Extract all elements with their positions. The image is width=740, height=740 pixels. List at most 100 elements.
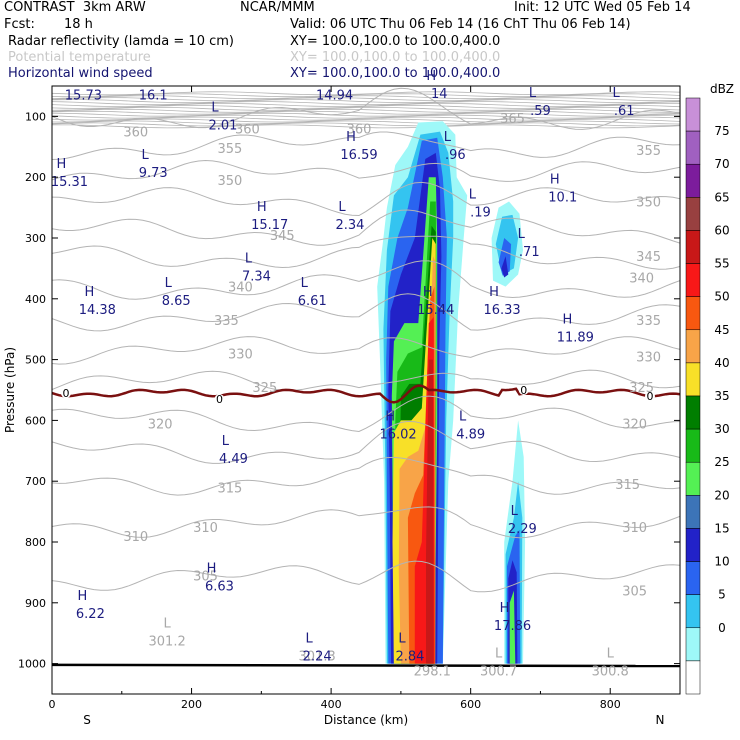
wind-extremum-value: 16.33 [483, 303, 520, 318]
wind-extremum-type: H [562, 312, 572, 327]
colorbar-swatch [685, 561, 701, 595]
wind-extremum-value: .71 [519, 245, 540, 260]
theta-band-line [51, 97, 681, 101]
wind-extremum-value: 14.94 [316, 88, 353, 103]
theta-extremum-value: 301.2 [149, 634, 186, 649]
wind-extremum-value: 14.38 [79, 303, 116, 318]
colorbar-level: 55 [714, 257, 729, 271]
wind-extremum-type: L [511, 504, 519, 519]
theta-label: 340 [228, 281, 253, 296]
wind-extremum-type: L [338, 200, 346, 215]
wind-extremum-value: 9.73 [139, 166, 168, 181]
theta-contour-line [52, 209, 680, 246]
theta-contour-line [52, 395, 680, 433]
theta-band-line [51, 103, 681, 107]
theta-extremum-type: L [495, 647, 503, 662]
field-wind-xy: XY= 100.0,100.0 to 100.0,400.0 [290, 66, 501, 81]
theta-label: 325 [252, 381, 277, 396]
wind-extremum-type: H [257, 200, 267, 215]
theta-band-line [51, 104, 681, 109]
theta-label: 350 [218, 174, 243, 189]
freezing-label: 0 [646, 390, 653, 403]
wind-extremum-type: L [613, 86, 621, 101]
wind-extremum-value: 8.65 [162, 294, 191, 309]
theta-label: 345 [270, 229, 295, 244]
colorbar-level: 35 [714, 389, 729, 403]
colorbar-swatch [685, 163, 701, 198]
theta-label: 330 [228, 348, 253, 363]
colorbar-swatch [685, 329, 701, 364]
theta-label: 365 [500, 112, 525, 127]
theta-contour-line [52, 87, 680, 130]
colorbar-level: 50 [714, 290, 729, 304]
field-wind: Horizontal wind speed [8, 66, 153, 81]
y-axis-title: Pressure (hPa) [3, 347, 17, 433]
theta-extremum-type: L [164, 616, 172, 631]
wind-extrema-labels: 15.73 16.1 14.94 H 14 L .59 L .61 L 2.01 H 16.59 L .96… [51, 69, 635, 664]
plot-frame [51, 85, 681, 695]
theta-extremum-value: 300.7 [480, 665, 517, 680]
forecast-hours: 18 h [64, 17, 93, 32]
theta-band-line [51, 91, 681, 96]
theta-band-line [51, 120, 681, 125]
colorbar-swatch [685, 263, 701, 297]
wind-extremum-type: H [385, 410, 395, 425]
theta-label: 320 [622, 417, 647, 432]
theta-contour-line [52, 181, 680, 217]
theta-label: 360 [123, 126, 148, 141]
wind-extremum-type: H [77, 589, 87, 604]
south-label: S [83, 713, 91, 727]
theta-contour-line [52, 369, 680, 392]
theta-label: 330 [636, 351, 661, 366]
reflectivity-cell [426, 359, 434, 664]
x-tick-label: 0 [49, 698, 56, 711]
wind-extremum-value: 2.01 [208, 119, 237, 134]
theta-contour-line [52, 131, 680, 160]
theta-label: 355 [636, 144, 661, 159]
colorbar-level: 25 [714, 455, 729, 469]
theta-extremum-value: 300.8 [592, 665, 629, 680]
theta-band-line [51, 116, 681, 121]
wind-extremum-value: 7.34 [242, 269, 271, 284]
colorbar-level: 5 [718, 588, 726, 602]
wind-extremum-value: 16.1 [139, 88, 168, 103]
wind-extremum-value: 2.84 [395, 649, 424, 664]
theta-contour-line [52, 506, 680, 539]
wind-extremum-value: 17.86 [494, 619, 531, 634]
theta-label: 305 [622, 585, 647, 600]
wind-extremum-type: L [301, 276, 309, 291]
wind-extremum-type: L [222, 434, 230, 449]
theta-contour-line [52, 560, 680, 593]
y-tick-label: 800 [25, 536, 46, 549]
wind-extremum-type: L [469, 188, 477, 203]
colorbar-level: 10 [714, 555, 729, 569]
theta-extremum-value: 298.1 [414, 665, 451, 680]
wind-extremum-type: H [84, 285, 94, 300]
theta-band-line [52, 118, 681, 123]
colorbar-level: 0 [718, 621, 726, 635]
theta-band-line [51, 108, 681, 113]
colorbar-swatch [685, 660, 701, 695]
model-title: CONTRAST 3km ARW [4, 0, 146, 15]
wind-extremum-value: .59 [530, 104, 551, 119]
colorbar-swatch [685, 362, 701, 397]
colorbar-swatch [685, 627, 701, 662]
x-axis-title: Distance (km) [324, 713, 408, 727]
theta-contour-line [52, 420, 680, 464]
wind-extremum-value: 15.73 [65, 88, 102, 103]
colorbar-swatch [685, 230, 701, 264]
y-tick-label: 400 [25, 293, 46, 306]
organization: NCAR/MMM [240, 0, 315, 15]
reflectivity-cell [501, 256, 509, 278]
x-tick-label: 200 [181, 698, 202, 711]
colorbar-swatch [685, 296, 701, 331]
theta-label: 315 [218, 481, 243, 496]
theta-contour-line [52, 235, 680, 270]
wind-extremum-value: .96 [445, 148, 466, 163]
colorbar-level: 40 [714, 356, 729, 370]
theta-band-line [51, 99, 681, 104]
x-tick-label: 600 [460, 698, 481, 711]
y-tick-label: 1000 [18, 658, 46, 671]
theta-band-line [51, 112, 681, 117]
